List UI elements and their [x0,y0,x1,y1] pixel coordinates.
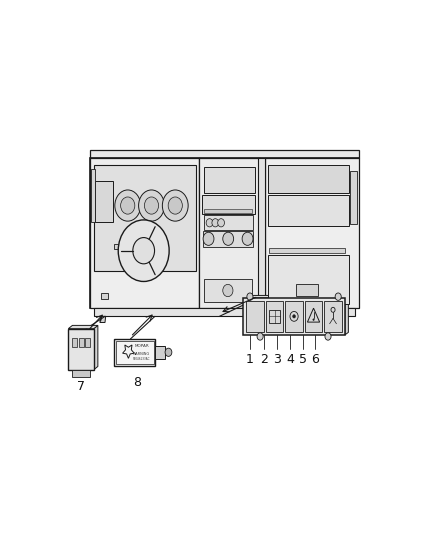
Circle shape [257,333,263,340]
Circle shape [223,232,233,245]
Bar [90,158,359,308]
Circle shape [133,238,155,264]
Text: 6: 6 [311,353,319,366]
Polygon shape [345,295,348,335]
Text: 7: 7 [77,380,85,393]
Circle shape [120,197,135,214]
Bar [204,166,255,193]
Bar [72,338,77,347]
Bar [305,301,322,332]
Circle shape [168,197,182,214]
Polygon shape [100,317,106,322]
Text: 2: 2 [260,353,268,366]
Bar [246,301,264,332]
Circle shape [145,197,159,214]
Polygon shape [341,317,346,322]
Text: 5: 5 [299,353,307,366]
Circle shape [138,190,164,221]
Bar [116,341,154,364]
Bar [94,165,196,271]
Bar [114,339,155,366]
Bar [72,370,90,377]
Bar [285,301,303,332]
Bar [204,209,251,213]
Bar [269,310,280,323]
Bar [265,158,359,308]
Circle shape [212,219,219,227]
Bar [268,248,345,253]
Bar [268,255,350,304]
Text: 4: 4 [286,353,294,366]
Circle shape [218,219,225,227]
Bar [350,171,357,224]
Bar [68,329,94,370]
Bar [204,279,251,302]
Text: MOPAR: MOPAR [134,344,149,349]
Circle shape [118,220,169,281]
Text: 56046133AC: 56046133AC [133,357,151,361]
Text: 8: 8 [133,376,141,389]
Polygon shape [68,325,98,329]
Circle shape [242,232,253,245]
Text: 3: 3 [273,353,281,366]
Circle shape [162,190,188,221]
Bar [268,195,350,226]
Polygon shape [94,325,98,370]
Bar [95,181,113,222]
Circle shape [247,293,253,301]
Circle shape [223,284,233,297]
Bar [243,298,345,335]
Bar [258,158,265,308]
Circle shape [313,319,314,320]
Bar [155,345,165,359]
Polygon shape [243,295,348,298]
Bar [101,293,108,298]
Text: WARNING: WARNING [133,352,150,356]
Bar [203,231,253,247]
Polygon shape [90,150,359,158]
Circle shape [203,232,214,245]
Circle shape [325,333,331,340]
Circle shape [293,314,295,318]
Bar [78,338,84,347]
Bar [85,338,90,347]
Text: 1: 1 [246,353,254,366]
Bar [296,284,318,296]
Circle shape [206,219,213,227]
Bar [266,301,283,332]
Circle shape [335,293,341,301]
Bar [90,158,199,308]
Bar [268,165,350,193]
Bar [202,195,255,214]
Bar [199,158,260,308]
Circle shape [115,190,141,221]
Circle shape [165,348,172,357]
Bar [114,244,124,249]
Bar [91,168,95,222]
Bar [204,215,253,230]
Bar [324,301,342,332]
Bar [94,308,355,317]
